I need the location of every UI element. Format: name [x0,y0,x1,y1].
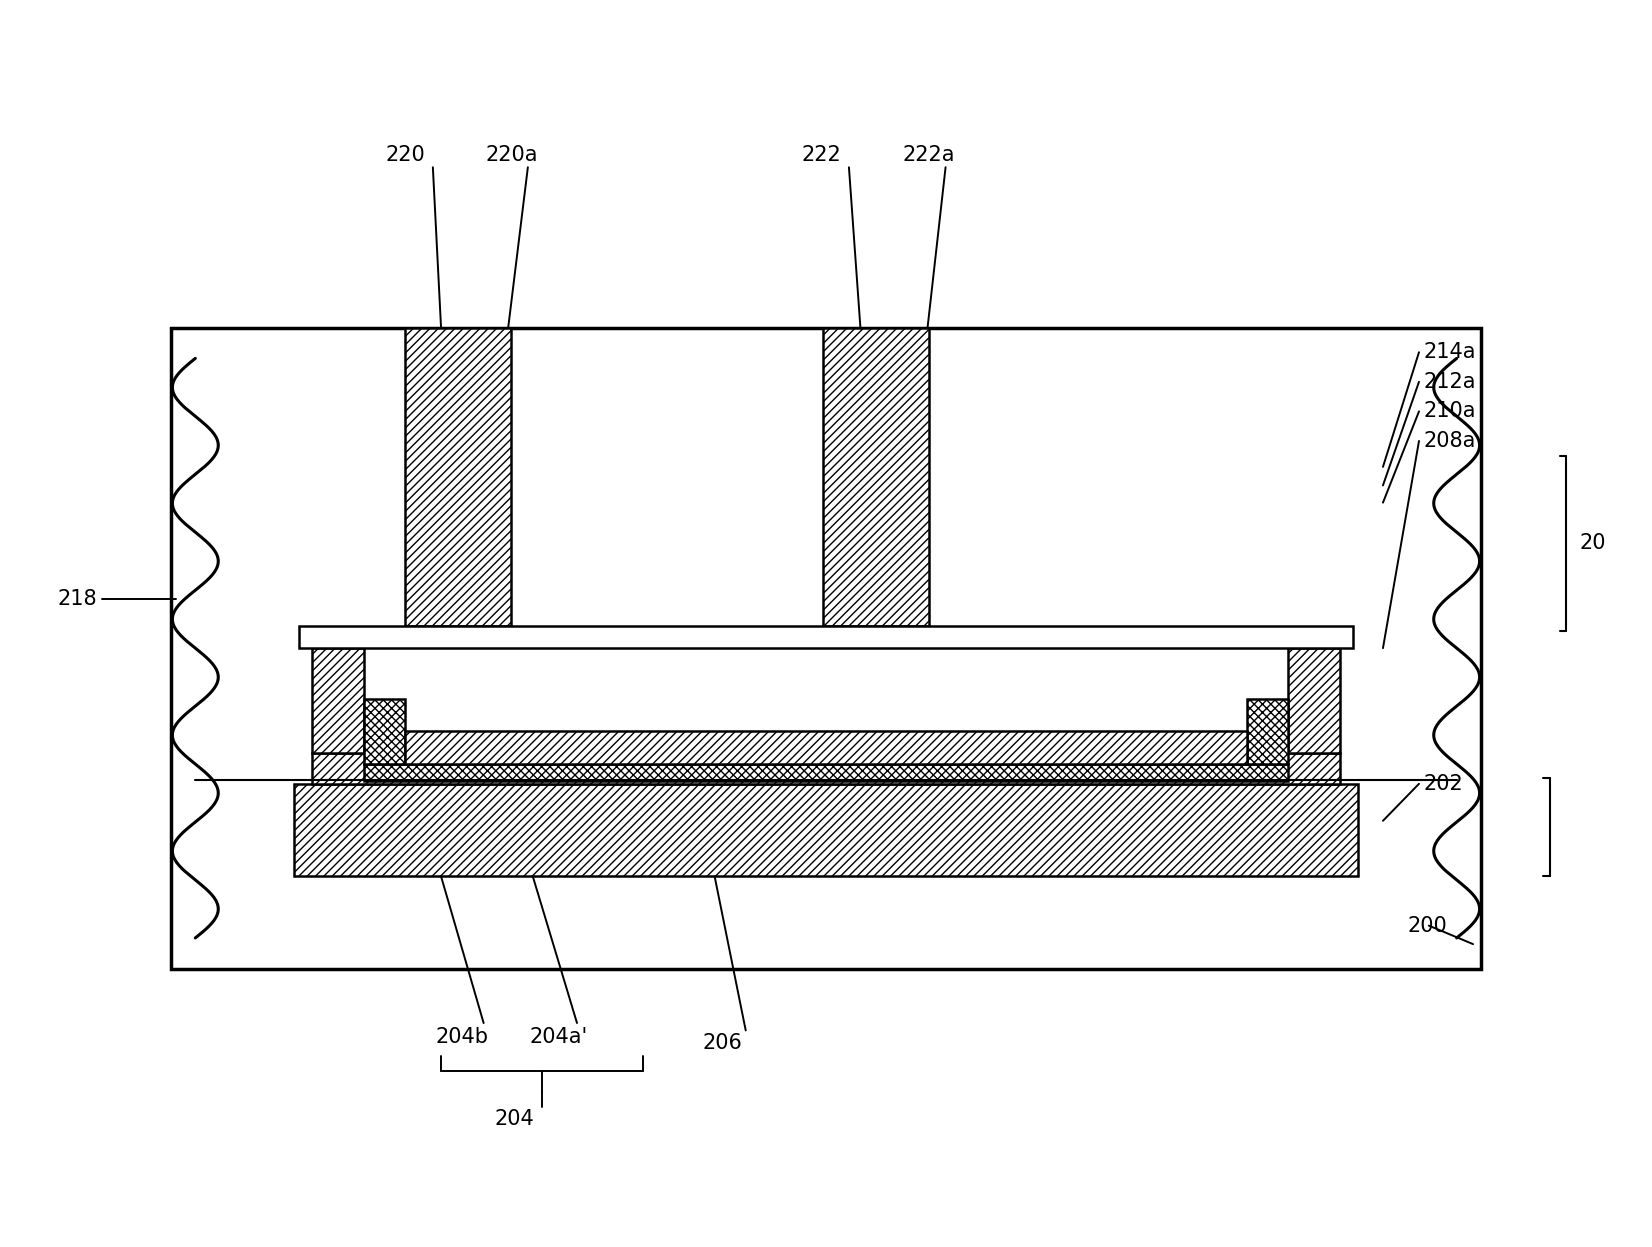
Text: 202: 202 [1424,774,1464,794]
Text: 204: 204 [496,1110,535,1130]
Text: 210a: 210a [1424,402,1477,421]
Text: 212a: 212a [1424,372,1477,392]
Text: 222: 222 [801,145,841,165]
Bar [1289,648,1340,753]
Text: 214a: 214a [1424,342,1477,362]
Bar [823,328,928,626]
Text: 206: 206 [702,1033,743,1052]
Bar [312,753,1340,784]
Bar [405,328,512,626]
Text: 20: 20 [1579,534,1606,554]
Bar [363,763,1289,781]
Text: 222a: 222a [904,145,955,165]
Text: 200: 200 [1408,915,1447,935]
Text: 204a': 204a' [530,1026,588,1046]
Text: 218: 218 [58,589,97,609]
Text: 208a: 208a [1424,431,1477,451]
Text: 220a: 220a [486,145,539,165]
Bar [363,698,405,763]
Text: 220: 220 [385,145,425,165]
Bar [405,731,1247,763]
Bar [299,626,1353,648]
Bar [1247,698,1289,763]
Bar [312,648,363,753]
Bar [294,784,1358,877]
Bar [170,328,1482,969]
Text: 204b: 204b [436,1026,489,1046]
